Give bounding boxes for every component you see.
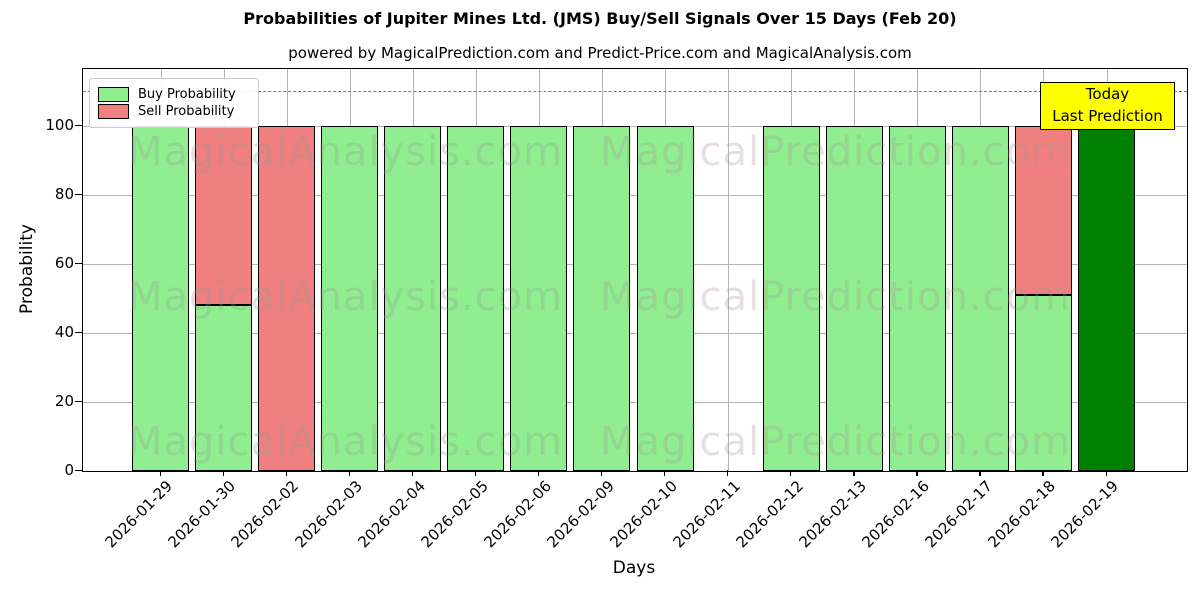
- h-gridline-100: [83, 126, 1187, 127]
- x-tickmark-2026-02-06: [537, 470, 540, 476]
- dashed-threshold-line: [83, 90, 1187, 92]
- x-tickmark-2026-02-18: [1042, 470, 1044, 476]
- bar-2026-02-02-sell: [258, 126, 316, 471]
- x-tick-label-text: 2026-02-18: [984, 477, 1060, 552]
- y-tickmark-60: [75, 263, 82, 265]
- bar-2026-02-06-buy: [510, 126, 568, 471]
- annotation-line-1: Today: [1085, 85, 1130, 103]
- x-tick-label-text: 2026-02-11: [669, 477, 744, 552]
- bar-2026-02-10-buy: [636, 126, 694, 471]
- x-tick-label-text: 2026-02-19: [1047, 477, 1123, 552]
- bar-2026-02-03-buy: [321, 126, 379, 471]
- x-tick-label-text: 2026-02-10: [606, 477, 681, 552]
- x-axis-label: Days: [612, 558, 656, 578]
- x-tickmark-2026-02-16: [916, 470, 918, 476]
- plot-area: MagicalAnalysis.com MagicalPrediction.co…: [82, 68, 1188, 472]
- h-gridline-40: [83, 333, 1187, 334]
- legend-label-buy: Buy Probability: [138, 87, 236, 102]
- v-gridline-2026-02-11: [728, 69, 730, 471]
- y-tickmark-40: [75, 332, 82, 334]
- h-gridline-20: [83, 402, 1187, 403]
- x-tickmark-2026-02-11: [727, 470, 729, 476]
- annotation-line-2: Last Prediction: [1052, 107, 1163, 125]
- legend: Buy Probability Sell Probability: [89, 78, 259, 128]
- x-tick-label-text: 2026-02-06: [480, 477, 555, 552]
- legend-label-sell: Sell Probability: [138, 104, 235, 119]
- x-tickmark-2026-02-02: [285, 470, 287, 476]
- x-tickmark-2026-02-04: [411, 470, 414, 476]
- x-tickmark-2026-02-13: [853, 470, 855, 476]
- h-gridline-80: [83, 195, 1187, 196]
- x-tickmark-2026-02-09: [600, 470, 603, 476]
- y-tickmark-100: [75, 125, 82, 127]
- x-tick-label-text: 2026-02-05: [417, 477, 492, 552]
- h-gridline-60: [83, 264, 1187, 265]
- bar-2026-02-09-buy: [573, 126, 631, 471]
- x-tickmark-2026-02-17: [979, 470, 981, 476]
- x-tick-label-text: 2026-02-13: [795, 477, 870, 552]
- bar-2026-02-05-buy: [447, 126, 505, 471]
- x-tickmark-2026-02-05: [474, 470, 477, 476]
- legend-entry-buy: Buy Probability: [98, 87, 250, 102]
- y-tickmark-80: [75, 194, 82, 196]
- x-tick-label-text: 2026-02-03: [291, 477, 366, 552]
- bar-2026-02-12-buy: [762, 126, 820, 471]
- today-annotation: Today Last Prediction: [1040, 82, 1175, 130]
- bar-2026-02-17-buy: [951, 126, 1009, 471]
- y-tick-label-0: 0: [64, 461, 74, 479]
- x-tickmark-2026-02-12: [790, 470, 792, 476]
- legend-entry-sell: Sell Probability: [98, 104, 250, 119]
- bar-2026-02-13-buy: [825, 126, 883, 471]
- chart-subtitle: powered by MagicalPrediction.com and Pre…: [288, 44, 912, 62]
- x-tickmark-2026-02-19: [1105, 470, 1107, 476]
- x-tickmark-2026-01-29: [159, 470, 161, 476]
- x-tick-label-text: 2026-02-16: [858, 477, 934, 552]
- y-tick-label-60: 60: [54, 254, 74, 272]
- x-tick-label-text: 2026-02-12: [732, 477, 807, 552]
- bar-2026-02-04-buy: [384, 126, 442, 471]
- bar-2026-01-30-sell: [195, 126, 253, 306]
- x-tickmark-2026-01-30: [222, 470, 224, 476]
- bar-2026-01-30-buy: [195, 305, 253, 471]
- y-tickmark-0: [75, 470, 82, 472]
- bar-2026-02-19-buy: [1078, 126, 1136, 471]
- x-tickmark-2026-02-03: [348, 470, 350, 476]
- x-tick-label-text: 2026-01-29: [101, 477, 177, 552]
- x-tick-label-text: 2026-02-17: [921, 477, 997, 552]
- y-tick-label-80: 80: [54, 185, 74, 203]
- y-tick-label-100: 100: [45, 116, 74, 134]
- legend-swatch-sell: [98, 104, 129, 119]
- bar-2026-01-29-buy: [132, 126, 189, 471]
- bar-2026-02-18-buy: [1014, 295, 1072, 471]
- y-tick-label-40: 40: [54, 323, 74, 341]
- y-tick-label-20: 20: [54, 392, 74, 410]
- legend-swatch-buy: [98, 87, 129, 102]
- bar-2026-02-18-sell: [1014, 126, 1072, 296]
- x-tick-label-text: 2026-02-02: [227, 477, 303, 552]
- y-tickmark-20: [75, 401, 82, 403]
- x-tickmark-2026-02-10: [664, 470, 666, 476]
- bar-2026-02-16-buy: [888, 126, 946, 471]
- x-tick-label-text: 2026-02-09: [543, 477, 618, 552]
- chart-title: Probabilities of Jupiter Mines Ltd. (JMS…: [243, 9, 957, 28]
